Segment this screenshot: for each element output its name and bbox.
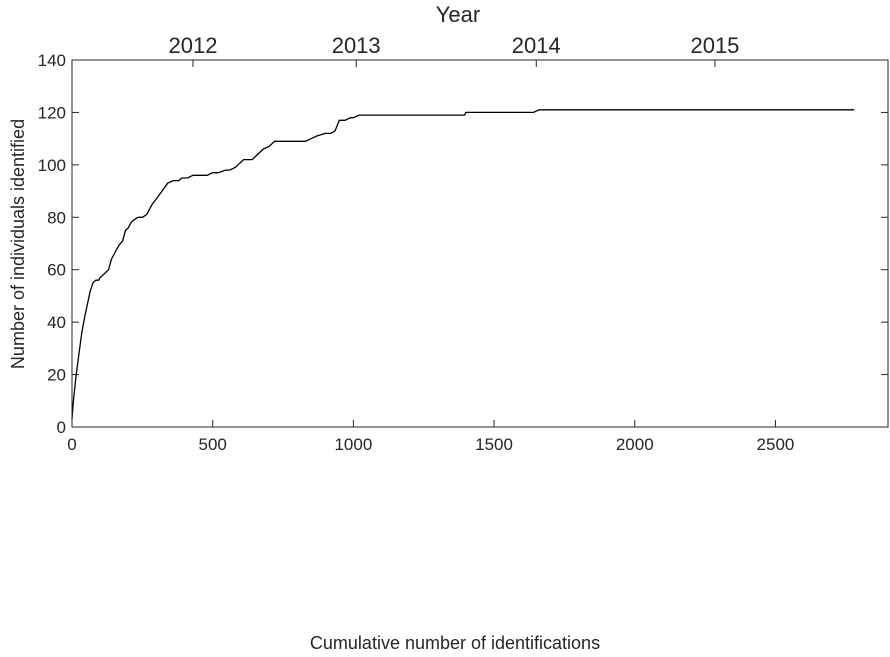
top-tick-label: 2015 — [690, 33, 739, 58]
top-tick-label: 2012 — [169, 33, 218, 58]
x-axis-ticks: 0 500 1000 1500 2000 2500 — [67, 420, 794, 454]
x-axis-title: Cumulative number of identifications — [310, 633, 600, 653]
x-tick-label: 2500 — [757, 435, 795, 454]
top-tick-label: 2013 — [332, 33, 381, 58]
y-tick-label: 60 — [47, 261, 66, 280]
top-axis-title: Year — [436, 2, 480, 27]
y-tick-label: 40 — [47, 313, 66, 332]
x-tick-label: 1000 — [334, 435, 372, 454]
x-tick-label: 500 — [199, 435, 227, 454]
y-tick-label: 0 — [57, 418, 66, 437]
y-tick-label: 120 — [38, 103, 66, 122]
y-tick-label: 140 — [38, 51, 66, 70]
x-tick-label: 2000 — [616, 435, 654, 454]
y-tick-label: 20 — [47, 366, 66, 385]
y-tick-label: 80 — [47, 208, 66, 227]
x-tick-label: 1500 — [475, 435, 513, 454]
y-axis-ticks: 0 20 40 60 80 100 120 140 — [38, 51, 888, 437]
series-line — [71, 109, 855, 420]
plot-frame — [71, 59, 889, 428]
top-axis-ticks: 2012 2013 2014 2015 — [169, 33, 739, 67]
x-tick-label: 0 — [67, 435, 76, 454]
y-tick-label: 100 — [38, 156, 66, 175]
y-axis-title: Number of individuals identified — [8, 119, 28, 369]
top-tick-label: 2014 — [512, 33, 561, 58]
